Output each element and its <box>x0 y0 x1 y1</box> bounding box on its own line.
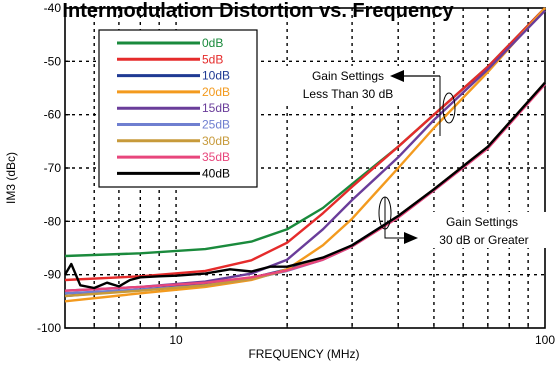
y-tick-label: -80 <box>44 214 62 228</box>
x-tick-labels: 10 100 <box>169 333 555 347</box>
annotation-lower-line1: Gain Settings <box>446 215 518 229</box>
x-tick-label: 100 <box>535 333 555 347</box>
annotation-upper-line1: Gain Settings <box>312 69 384 83</box>
series-lines <box>63 7 546 303</box>
legend-label-20dB: 20dB <box>202 85 230 99</box>
annotation-upper-ellipse <box>442 92 456 124</box>
legend-label-40dB: 40dB <box>202 166 230 180</box>
annotation-lower-line2: 30 dB or Greater <box>439 233 528 247</box>
y-tick-label: -70 <box>44 161 62 175</box>
y-tick-label: -40 <box>44 1 62 15</box>
y-tick-label: -90 <box>44 268 62 282</box>
series-line-5dB <box>64 7 546 282</box>
y-tick-label: -50 <box>44 54 62 68</box>
y-tick-label: -100 <box>37 321 61 335</box>
legend-label-0dB: 0dB <box>202 36 223 50</box>
annotation-lower-bg <box>418 212 546 248</box>
chart-title: Intermodulation Distortion vs. Frequency <box>62 0 454 22</box>
legend-label-10dB: 10dB <box>202 69 230 83</box>
annotation-upper-line2: Less Than 30 dB <box>303 87 394 101</box>
annotation-lower-leader <box>384 197 404 239</box>
y-tick-label: -60 <box>44 108 62 122</box>
y-axis-title: IM3 (dBc) <box>4 152 18 204</box>
legend-label-5dB: 5dB <box>202 52 223 66</box>
series-line-40dB <box>63 81 546 290</box>
series-line-20dB <box>64 7 546 303</box>
annotation-gain-30db-or-greater: Gain Settings 30 dB or Greater <box>378 196 546 248</box>
legend-label-35dB: 35dB <box>202 150 230 164</box>
annotation-upper-bg <box>286 66 411 102</box>
y-tick-labels: -40 -50 -60 -70 -80 -90 -100 <box>37 1 61 335</box>
legend-label-15dB: 15dB <box>202 101 230 115</box>
x-axis-title: FREQUENCY (MHz) <box>248 347 359 361</box>
x-tick-label: 10 <box>169 333 183 347</box>
legend: 0dB 5dB 10dB 20dB 15dB 25dB 30dB 35dB 40dB <box>98 29 258 188</box>
annotation-gain-below-30db: Gain Settings Less Than 30 dB <box>286 66 456 136</box>
annotation-lower-arrowhead <box>404 232 418 244</box>
annotation-upper-arrowhead <box>390 70 404 82</box>
legend-label-25dB: 25dB <box>202 118 230 132</box>
legend-label-30dB: 30dB <box>202 134 230 148</box>
